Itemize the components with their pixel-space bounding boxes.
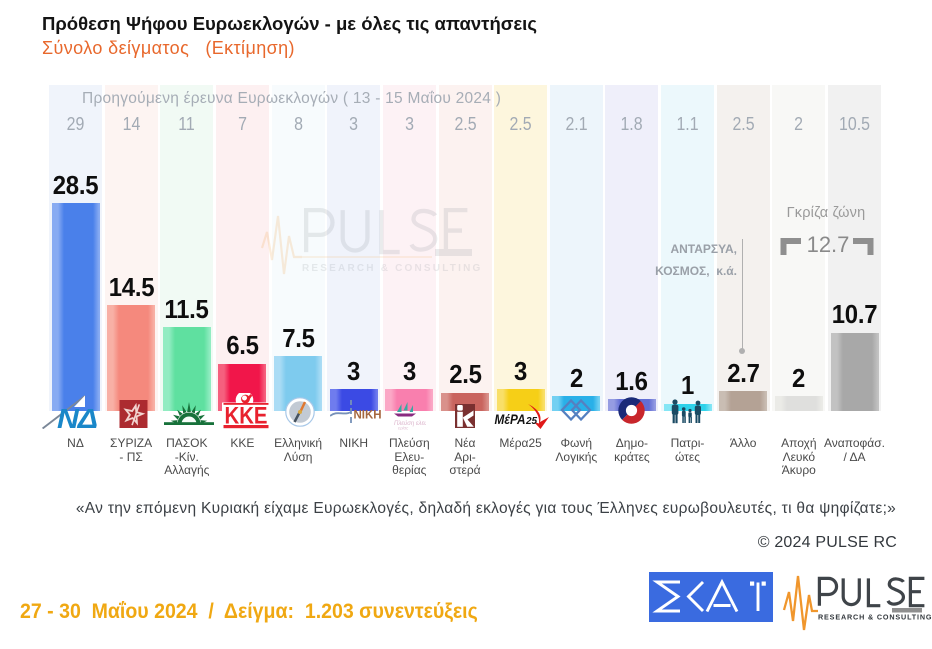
svg-text:ΝΔ: ΝΔ — [57, 404, 97, 429]
svg-text:RESEARCH & CONSULTING: RESEARCH & CONSULTING — [302, 263, 482, 274]
svg-text:ΚΚΕ: ΚΚΕ — [225, 403, 268, 430]
svg-text:MέΡΑ: MέΡΑ — [495, 412, 526, 427]
svg-text:ερίας: ερίας — [398, 426, 409, 431]
svg-text:ΝΙΚΗ: ΝΙΚΗ — [354, 410, 382, 422]
svg-text:Πλεύση ελευθ.: Πλεύση ελευθ. — [394, 420, 426, 427]
svg-text:25: 25 — [525, 416, 538, 427]
svg-text:RESEARCH & CONSULTING: RESEARCH & CONSULTING — [818, 613, 932, 622]
